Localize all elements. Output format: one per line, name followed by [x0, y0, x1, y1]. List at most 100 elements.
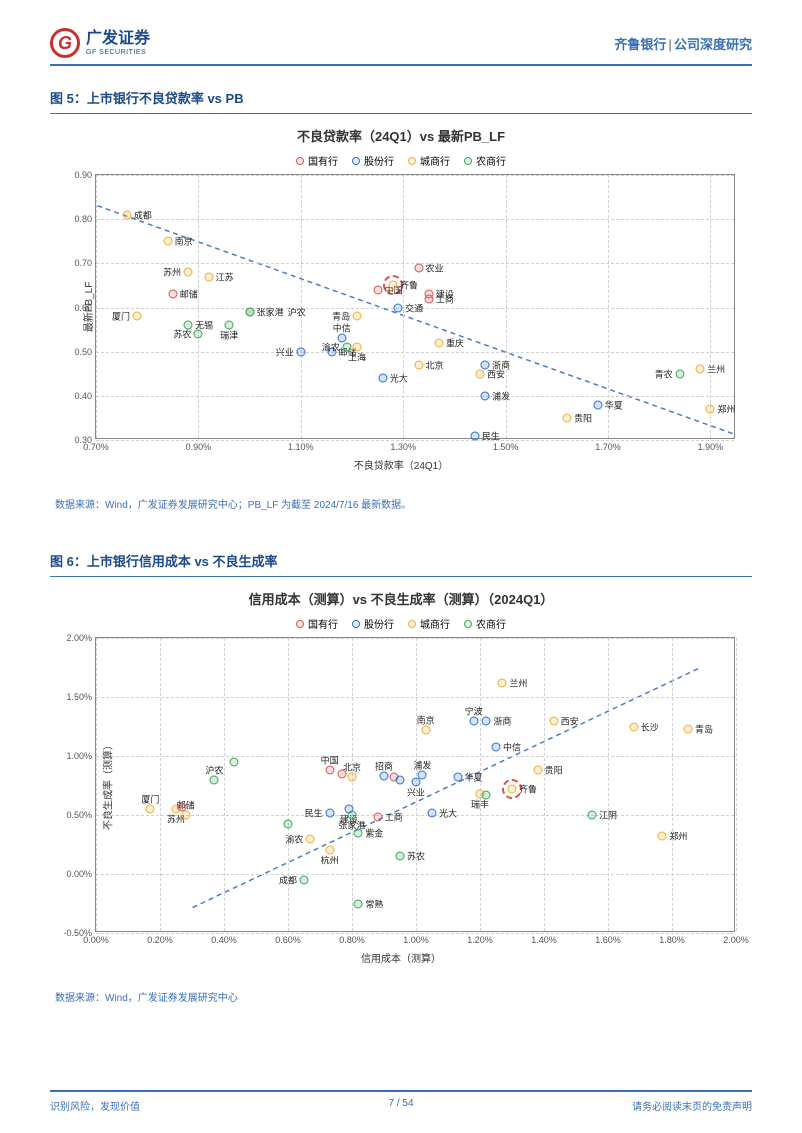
scatter-point	[210, 775, 219, 784]
y-tick-label: 0.50%	[66, 810, 92, 820]
point-label: 江阴	[599, 809, 617, 822]
point-label: 华夏	[465, 771, 483, 784]
point-label: 招商	[375, 760, 393, 773]
scatter-point	[428, 808, 437, 817]
company-name: 齐鲁银行	[614, 37, 666, 52]
scatter-point	[424, 294, 433, 303]
scatter-point	[414, 263, 423, 272]
legend-item: 国有行	[296, 616, 338, 631]
x-tick-label: 1.40%	[531, 935, 557, 945]
point-label: 苏州	[163, 266, 181, 279]
gridline-h	[96, 396, 734, 397]
x-tick-label: 1.10%	[288, 442, 314, 452]
fig5-plot: 最新PB_LF 0.300.400.500.600.700.800.900.70…	[95, 174, 735, 439]
scatter-point	[533, 766, 542, 775]
scatter-point	[593, 400, 602, 409]
y-tick-label: 0.50	[74, 347, 92, 357]
scatter-point	[498, 678, 507, 687]
fig5-chart: 不良贷款率（24Q1）vs 最新PB_LF 国有行股份行城商行农商行 最新PB_…	[55, 126, 747, 472]
logo-icon: G	[50, 28, 80, 58]
legend-label: 股份行	[364, 616, 394, 631]
point-label: 浦发	[413, 758, 431, 771]
point-label: 张家港	[257, 305, 284, 318]
point-label: 邮储	[180, 288, 198, 301]
point-label: 民生	[305, 806, 323, 819]
gridline-v	[96, 638, 97, 931]
x-tick-label: 1.20%	[467, 935, 493, 945]
scatter-point	[549, 716, 558, 725]
point-label: 工商	[385, 811, 403, 824]
fig5-legend: 国有行股份行城商行农商行	[55, 153, 747, 168]
gridline-h	[96, 638, 734, 639]
gridline-v	[403, 175, 404, 438]
point-label: 北京	[343, 761, 361, 774]
x-tick-label: 0.70%	[83, 442, 109, 452]
fig6-chart: 信用成本（测算）vs 不良生成率（测算）（2024Q1） 国有行股份行城商行农商…	[55, 589, 747, 965]
legend-label: 国有行	[308, 616, 338, 631]
scatter-point	[300, 875, 309, 884]
fig6-source: 数据来源：Wind，广发证券发展研究中心	[55, 985, 747, 1004]
gridline-v	[710, 175, 711, 438]
scatter-point	[132, 312, 141, 321]
fig6-plot: 不良生成率（测算） -0.50%0.00%0.50%1.00%1.50%2.00…	[95, 637, 735, 932]
point-label: 工商	[436, 292, 454, 305]
scatter-point	[378, 374, 387, 383]
legend-item: 城商行	[408, 616, 450, 631]
point-label: 渝农	[285, 832, 303, 845]
y-tick-label: 0.70	[74, 258, 92, 268]
scatter-point	[184, 268, 193, 277]
fig5-title: 图 5：上市银行不良贷款率 vs PB	[50, 88, 752, 114]
y-tick-label: 0.40	[74, 391, 92, 401]
x-tick-label: 1.30%	[390, 442, 416, 452]
point-label: 中信	[333, 322, 351, 335]
x-tick-label: 0.90%	[186, 442, 212, 452]
scatter-point	[492, 742, 501, 751]
point-label: 常熟	[365, 897, 383, 910]
point-label: 厦门	[141, 793, 159, 806]
point-label: 成都	[279, 873, 297, 886]
x-tick-label: 1.60%	[595, 935, 621, 945]
scatter-point	[470, 431, 479, 440]
legend-label: 农商行	[476, 153, 506, 168]
point-label: 华夏	[605, 398, 623, 411]
point-label: 贵阳	[545, 764, 563, 777]
legend-item: 农商行	[464, 616, 506, 631]
point-label: 北京	[426, 358, 444, 371]
gridline-v	[96, 175, 97, 438]
scatter-point	[684, 724, 693, 733]
point-label: 齐鲁	[400, 279, 418, 292]
gridline-h	[96, 440, 734, 441]
point-label: 浙商	[493, 714, 511, 727]
legend-swatch	[464, 157, 472, 165]
gridline-h	[96, 219, 734, 220]
fig6-legend: 国有行 股份行城商行农商行	[55, 616, 747, 631]
logo-cn: 广发证券	[86, 31, 150, 47]
y-tick-label: 1.50%	[66, 692, 92, 702]
x-tick-label: 0.80%	[339, 935, 365, 945]
point-label: 民生	[482, 429, 500, 442]
fig6-title: 图 6：上市银行信用成本 vs 不良生成率	[50, 551, 752, 577]
scatter-point	[588, 811, 597, 820]
point-label: 厦门	[112, 310, 130, 323]
legend-swatch	[352, 157, 360, 165]
y-tick-label: 0.80	[74, 214, 92, 224]
point-label: 兰州	[509, 676, 527, 689]
fig6-xlabel: 信用成本（测算）	[55, 950, 747, 965]
logo-text: 广发证券 GF SECURITIES	[86, 31, 150, 56]
gridline-v	[736, 638, 737, 931]
scatter-point	[354, 899, 363, 908]
gridline-v	[480, 638, 481, 931]
page-header: G 广发证券 GF SECURITIES 齐鲁银行|公司深度研究	[50, 0, 752, 66]
point-label: 兴业	[407, 785, 425, 798]
scatter-point	[122, 210, 131, 219]
scatter-point	[396, 775, 405, 784]
point-label: 中国	[321, 754, 339, 767]
x-tick-label: 0.40%	[211, 935, 237, 945]
scatter-point	[163, 237, 172, 246]
gridline-h	[96, 756, 734, 757]
point-label: 杭州	[321, 854, 339, 867]
point-label: 齐鲁	[519, 783, 537, 796]
x-tick-label: 1.00%	[403, 935, 429, 945]
point-label: 紫金	[365, 826, 383, 839]
legend-swatch	[296, 157, 304, 165]
